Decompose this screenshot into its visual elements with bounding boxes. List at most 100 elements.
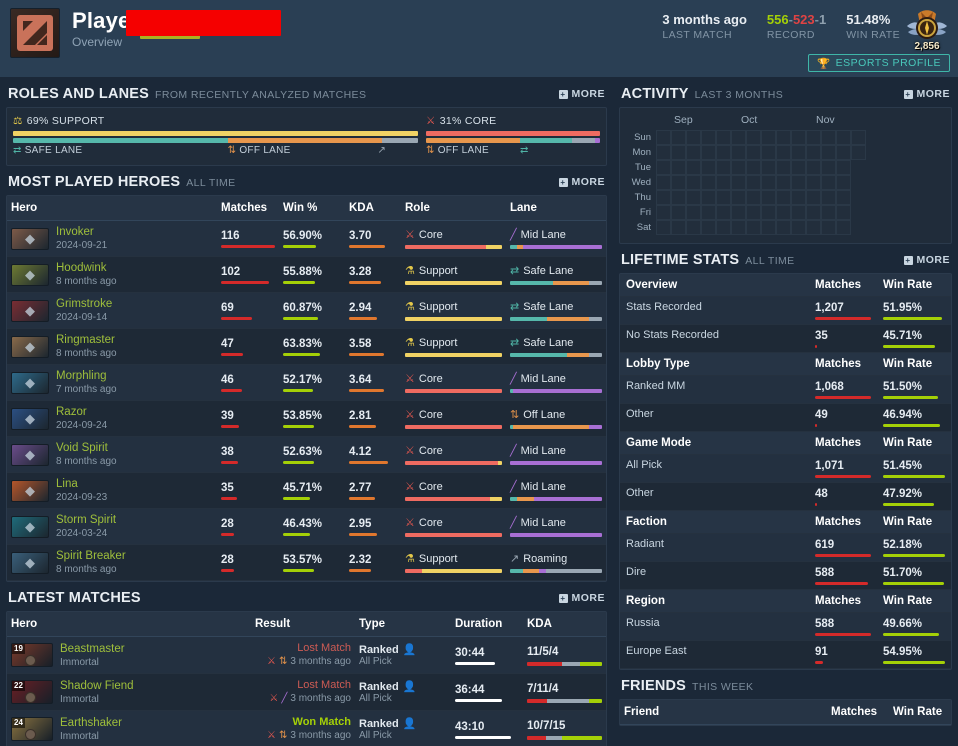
heatmap-cell[interactable] — [746, 160, 761, 175]
table-row[interactable]: ◆ Hoodwink 8 months ago 102 55.88% 3.28 … — [7, 256, 606, 293]
stats-row[interactable]: Radiant 619 52.18% — [620, 533, 951, 562]
avatar[interactable] — [10, 8, 60, 58]
heatmap-cell[interactable] — [671, 205, 686, 220]
heatmap-cell[interactable] — [746, 205, 761, 220]
stats-row[interactable]: Other 48 47.92% — [620, 482, 951, 511]
activity-more-button[interactable]: + MORE — [903, 88, 951, 100]
match-hero-cell[interactable]: 22 Shadow Fiend Immortal — [7, 674, 251, 711]
heatmap-cell[interactable] — [746, 145, 761, 160]
hero-cell[interactable]: ◆ Ringmaster 8 months ago — [7, 329, 217, 365]
heatmap-cell[interactable] — [656, 190, 671, 205]
heatmap-cell[interactable] — [746, 175, 761, 190]
heatmap-cell[interactable] — [791, 130, 806, 145]
hero-name[interactable]: Ringmaster — [56, 334, 115, 346]
heatmap-cell[interactable] — [686, 220, 701, 235]
heatmap-cell[interactable] — [776, 220, 791, 235]
hero-cell[interactable]: ◆ Void Spirit 8 months ago — [7, 437, 217, 473]
heatmap-cell[interactable] — [701, 205, 716, 220]
heatmap-cell[interactable] — [791, 145, 806, 160]
heatmap-cell[interactable] — [716, 190, 731, 205]
stats-row[interactable]: No Stats Recorded 35 45.71% — [620, 324, 951, 353]
heatmap-cell[interactable] — [806, 175, 821, 190]
heatmap-cell[interactable] — [776, 160, 791, 175]
match-hero-cell[interactable]: 19 Beastmaster Immortal — [7, 637, 251, 674]
stats-row[interactable]: Europe East 91 54.95% — [620, 640, 951, 669]
heatmap-cell[interactable] — [821, 130, 836, 145]
rank-medal[interactable]: 2,856 — [904, 6, 950, 52]
heatmap-cell[interactable] — [791, 175, 806, 190]
match-hero-name[interactable]: Beastmaster — [60, 642, 125, 655]
heatmap-cell[interactable] — [836, 160, 851, 175]
heatmap-cell[interactable] — [686, 190, 701, 205]
heatmap-cell[interactable] — [701, 145, 716, 160]
heatmap-cell[interactable] — [761, 130, 776, 145]
heatmap-cell[interactable] — [806, 205, 821, 220]
heatmap-cell[interactable] — [761, 220, 776, 235]
heatmap-cell[interactable] — [731, 175, 746, 190]
heatmap-cell[interactable] — [716, 130, 731, 145]
heatmap-cell[interactable] — [686, 175, 701, 190]
heatmap-cell[interactable] — [656, 175, 671, 190]
heatmap-cell[interactable] — [731, 190, 746, 205]
heatmap-cell[interactable] — [656, 220, 671, 235]
heatmap-cell[interactable] — [656, 160, 671, 175]
stats-row[interactable]: All Pick 1,071 51.45% — [620, 454, 951, 483]
heatmap-cell[interactable] — [701, 175, 716, 190]
heatmap-cell[interactable] — [731, 160, 746, 175]
heatmap-cell[interactable] — [761, 175, 776, 190]
heatmap-cell[interactable] — [836, 145, 851, 160]
heatmap-cell[interactable] — [806, 130, 821, 145]
heatmap-cell[interactable] — [821, 220, 836, 235]
heatmap-cell[interactable] — [716, 175, 731, 190]
hero-name[interactable]: Spirit Breaker — [56, 550, 126, 562]
stats-row[interactable]: Russia 588 49.66% — [620, 612, 951, 641]
hero-name[interactable]: Razor — [56, 406, 87, 418]
heatmap-cell[interactable] — [806, 220, 821, 235]
heatmap-cell[interactable] — [791, 190, 806, 205]
heatmap-cell[interactable] — [761, 190, 776, 205]
heatmap-cell[interactable] — [686, 130, 701, 145]
heatmap-cell[interactable] — [716, 220, 731, 235]
heatmap-cell[interactable] — [821, 160, 836, 175]
heatmap-cell[interactable] — [671, 220, 686, 235]
heatmap-cell[interactable] — [701, 160, 716, 175]
heatmap-cell[interactable] — [701, 130, 716, 145]
hero-cell[interactable]: ◆ Morphling 7 months ago — [7, 365, 217, 401]
activity-heatmap[interactable]: Sep Oct Nov Sun Mon Tue Wed Thu Fri Sat — [620, 108, 951, 243]
heatmap-cell[interactable] — [836, 205, 851, 220]
heatmap-cell[interactable] — [731, 145, 746, 160]
table-row[interactable]: 22 Shadow Fiend Immortal Lost Match ⚔ ╱ 3 … — [7, 673, 606, 711]
hero-name[interactable]: Storm Spirit — [56, 514, 117, 526]
heatmap-cell[interactable] — [671, 145, 686, 160]
heatmap-cell[interactable] — [701, 220, 716, 235]
heatmap-cell[interactable] — [716, 160, 731, 175]
hero-cell[interactable]: ◆ Grimstroke 2024-09-14 — [7, 293, 217, 329]
latest-matches-more-button[interactable]: + MORE — [558, 592, 606, 604]
match-hero-cell[interactable]: 24 Earthshaker Immortal — [7, 711, 251, 746]
esports-profile-button[interactable]: 🏆 ESPORTS PROFILE — [808, 54, 950, 72]
heatmap-cell[interactable] — [701, 190, 716, 205]
heatmap-cell[interactable] — [821, 190, 836, 205]
hero-cell[interactable]: ◆ Storm Spirit 2024-03-24 — [7, 509, 217, 545]
match-hero-name[interactable]: Earthshaker — [60, 716, 123, 729]
heatmap-cell[interactable] — [746, 190, 761, 205]
heatmap-cell[interactable] — [836, 130, 851, 145]
heatmap-cell[interactable] — [761, 145, 776, 160]
table-row[interactable]: ◆ Grimstroke 2024-09-14 69 60.87% 2.94 ⚗… — [7, 292, 606, 329]
heatmap-cell[interactable] — [791, 160, 806, 175]
heatmap-cell[interactable] — [746, 130, 761, 145]
hero-name[interactable]: Morphling — [56, 370, 107, 382]
roles-lanes-more-button[interactable]: + MORE — [558, 88, 606, 100]
hero-cell[interactable]: ◆ Hoodwink 8 months ago — [7, 257, 217, 293]
lifetime-stats-more-button[interactable]: + MORE — [903, 254, 951, 266]
hero-name[interactable]: Lina — [56, 478, 78, 490]
stats-row[interactable]: Ranked MM 1,068 51.50% — [620, 375, 951, 404]
heatmap-cell[interactable] — [746, 220, 761, 235]
table-row[interactable]: ◆ Spirit Breaker 8 months ago 28 53.57% … — [7, 544, 606, 581]
heatmap-cell[interactable] — [851, 145, 866, 160]
hero-name[interactable]: Grimstroke — [56, 298, 113, 310]
table-row[interactable]: ◆ Void Spirit 8 months ago 38 52.63% 4.1… — [7, 436, 606, 473]
heatmap-cell[interactable] — [656, 205, 671, 220]
heatmap-cell[interactable] — [686, 205, 701, 220]
table-row[interactable]: ◆ Ringmaster 8 months ago 47 63.83% 3.58… — [7, 328, 606, 365]
